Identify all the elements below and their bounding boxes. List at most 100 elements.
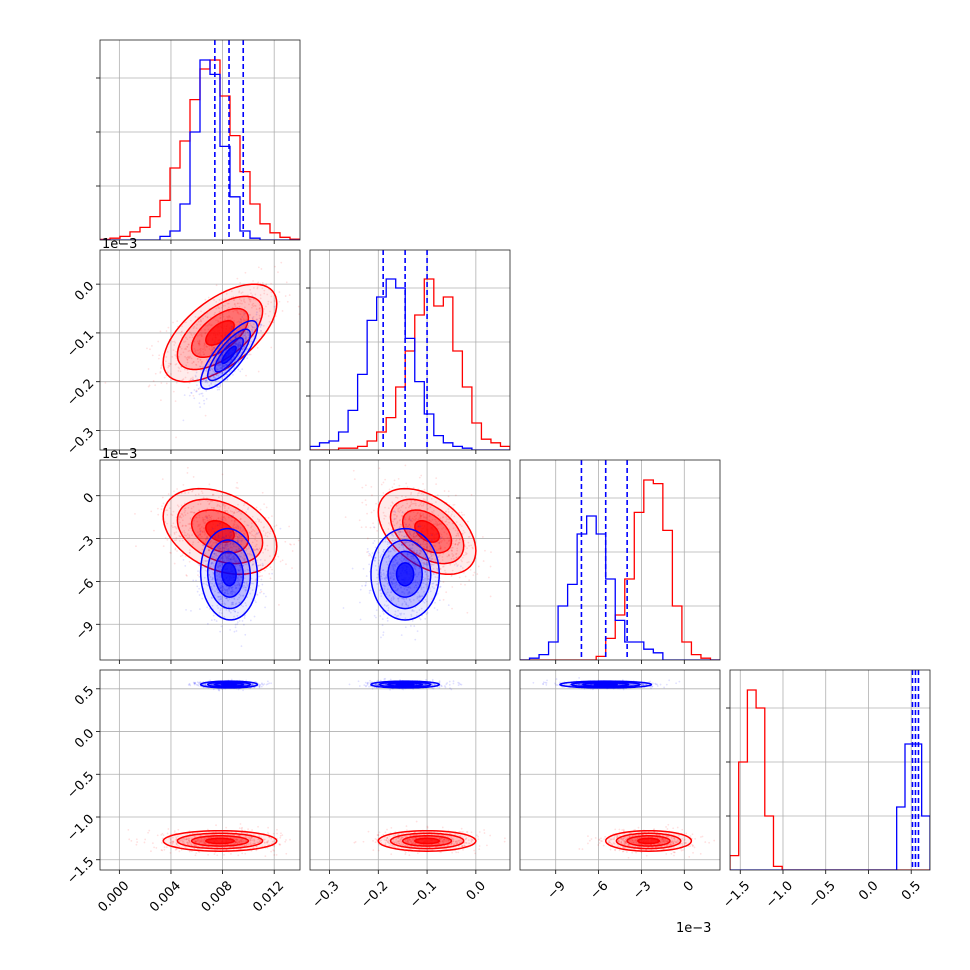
scatter-point bbox=[382, 572, 385, 575]
scatter-point bbox=[249, 839, 252, 842]
scatter-point bbox=[401, 604, 404, 606]
scatter-point bbox=[422, 579, 425, 581]
scatter-point bbox=[235, 486, 238, 489]
scatter-point bbox=[243, 844, 246, 847]
scatter-point bbox=[231, 561, 234, 564]
scatter-point bbox=[409, 560, 412, 563]
scatter-point bbox=[413, 565, 416, 568]
scatter-point bbox=[269, 310, 271, 313]
scatter-point bbox=[420, 515, 422, 518]
scatter-point bbox=[235, 343, 237, 346]
scatter-point bbox=[419, 514, 422, 517]
scatter-point bbox=[233, 630, 236, 633]
scatter-point bbox=[203, 353, 206, 356]
scatter-point bbox=[193, 325, 196, 328]
scatter-point bbox=[220, 494, 223, 497]
scatter-point bbox=[237, 320, 240, 323]
scatter-point bbox=[412, 557, 415, 559]
scatter-point bbox=[150, 510, 153, 513]
scatter-point bbox=[189, 511, 192, 514]
scatter-point bbox=[180, 353, 182, 356]
scatter-point bbox=[172, 840, 174, 843]
scatter-point bbox=[249, 842, 252, 845]
scatter-point bbox=[406, 530, 409, 533]
scatter-point bbox=[233, 554, 235, 557]
scatter-point bbox=[420, 595, 423, 598]
scatter-point bbox=[450, 574, 453, 577]
scatter-point bbox=[203, 544, 206, 547]
scatter-point bbox=[381, 577, 384, 580]
scatter-point bbox=[232, 310, 235, 313]
scatter-point bbox=[398, 546, 401, 549]
scatter-point bbox=[265, 841, 268, 844]
scatter-point bbox=[198, 587, 201, 590]
scatter-point bbox=[217, 560, 220, 562]
scatter-point bbox=[390, 599, 393, 601]
scatter-point bbox=[187, 529, 190, 532]
scatter-point bbox=[232, 603, 235, 606]
scatter-point bbox=[178, 840, 181, 843]
scatter-point bbox=[235, 587, 238, 589]
scatter-point bbox=[398, 533, 401, 536]
scatter-point bbox=[419, 571, 421, 574]
scatter-point bbox=[251, 304, 254, 306]
scatter-point bbox=[438, 522, 441, 525]
scatter-point bbox=[419, 595, 421, 598]
scatter-point bbox=[241, 302, 243, 305]
scatter-point bbox=[238, 554, 241, 556]
scatter-point bbox=[489, 565, 492, 568]
scatter-point bbox=[185, 534, 188, 537]
scatter-point bbox=[452, 527, 455, 530]
scatter-point bbox=[211, 500, 213, 503]
scatter-point bbox=[252, 326, 254, 328]
scatter-point bbox=[456, 530, 459, 532]
scatter-point bbox=[419, 595, 422, 598]
scatter-point bbox=[234, 341, 236, 343]
scatter-point bbox=[235, 630, 238, 632]
scatter-point bbox=[186, 838, 189, 840]
scatter-point bbox=[203, 378, 206, 380]
scatter-point bbox=[422, 600, 424, 603]
scatter-point bbox=[218, 352, 221, 355]
scatter-point bbox=[419, 552, 422, 555]
scatter-point bbox=[226, 589, 229, 591]
scatter-point bbox=[430, 539, 433, 541]
scatter-point bbox=[221, 518, 224, 521]
scatter-point bbox=[387, 550, 390, 553]
scatter-point bbox=[210, 540, 213, 543]
scatter-point bbox=[253, 842, 256, 845]
scatter-point bbox=[251, 330, 254, 333]
scatter-point bbox=[269, 566, 272, 569]
scatter-point bbox=[234, 838, 237, 841]
scatter-point bbox=[223, 365, 226, 368]
scatter-point bbox=[227, 361, 230, 364]
scatter-point bbox=[227, 559, 229, 561]
scatter-point bbox=[278, 843, 281, 846]
contour-line bbox=[395, 562, 415, 587]
scatter-point bbox=[197, 838, 200, 841]
scatter-point bbox=[435, 483, 438, 486]
scatter-point bbox=[206, 581, 208, 583]
scatter-point bbox=[384, 577, 387, 580]
scatter-point bbox=[199, 387, 201, 389]
scatter-point bbox=[232, 562, 235, 565]
scatter-point bbox=[422, 541, 425, 544]
scatter-point bbox=[226, 342, 229, 345]
scatter-point bbox=[434, 558, 437, 561]
scatter-point bbox=[275, 524, 278, 527]
scatter-point bbox=[418, 537, 421, 540]
scatter-point bbox=[414, 567, 417, 570]
scatter-point bbox=[216, 578, 219, 580]
scatter-point bbox=[254, 601, 257, 604]
scatter-point bbox=[240, 576, 243, 579]
scatter-point bbox=[218, 360, 221, 363]
scatter-point bbox=[248, 552, 251, 555]
scatter-point bbox=[437, 556, 440, 559]
scatter-point bbox=[215, 542, 218, 544]
scatter-point bbox=[380, 553, 383, 556]
scatter-point bbox=[435, 524, 438, 527]
scatter-point bbox=[411, 555, 414, 558]
scatter-point bbox=[246, 584, 249, 587]
scatter-point bbox=[224, 553, 227, 556]
scatter-point bbox=[382, 481, 385, 484]
